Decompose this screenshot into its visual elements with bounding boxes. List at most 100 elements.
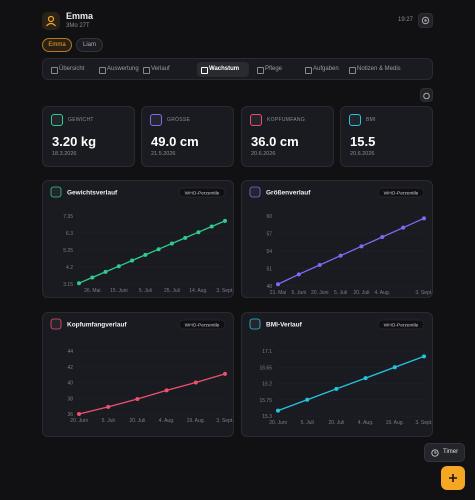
nav-label: Übersicht	[59, 66, 85, 72]
data-point	[317, 263, 322, 267]
avatar	[42, 12, 60, 30]
stat-value: 49.0 cm	[151, 134, 199, 149]
x-tick-label: 5. Juni	[291, 290, 306, 296]
timer-button[interactable]: Timer	[424, 443, 465, 462]
x-tick-label: 20. Juli	[354, 290, 370, 296]
chart-icon	[249, 186, 261, 198]
badge	[377, 319, 425, 330]
stat-date: 21.5.2026	[151, 151, 176, 157]
data-point	[334, 386, 339, 391]
x-tick-label: 15. Juni	[110, 288, 128, 294]
gear-icon	[423, 92, 430, 100]
x-tick-label: 5. Juli	[301, 420, 314, 426]
chart: BMI-Verlauf WHO-Perzentile 15.3 15.75 16.2 16…	[249, 318, 432, 426]
nav-tab[interactable]: Notizen & Medis	[345, 62, 425, 77]
data-point	[183, 235, 188, 240]
child-name: Emma	[66, 11, 94, 21]
nav-tab[interactable]: Pflege	[253, 62, 297, 77]
stat-value: 36.0 cm	[251, 134, 299, 149]
stat-icon	[150, 114, 162, 126]
profile-tab-active[interactable]: Emma	[42, 38, 72, 52]
nav-label: Wachstum	[209, 66, 240, 72]
chart: Kopfumfangverlauf WHO-Perzentile 36 38 40 42 4…	[50, 318, 233, 424]
chart-title: Gewichtsverlauf	[67, 190, 118, 197]
data-point	[422, 216, 426, 221]
stat-icon	[349, 114, 361, 126]
plus-icon	[449, 474, 457, 482]
nav-tab[interactable]: Auswertung	[95, 62, 139, 77]
data-point	[143, 252, 148, 257]
data-point	[135, 397, 140, 402]
add-button[interactable]	[441, 466, 465, 490]
data-point	[77, 412, 81, 416]
chart-title: BMI-Verlauf	[266, 322, 303, 329]
y-tick-label: 7.35	[63, 214, 73, 220]
nav-tab-active[interactable]: Wachstum	[197, 62, 249, 77]
x-tick-label: 21. Mai	[270, 290, 286, 296]
profile-tab[interactable]: Liam	[76, 38, 103, 52]
nav-icon	[51, 67, 58, 74]
y-tick-label: 60	[266, 214, 272, 220]
nav-tab[interactable]: Verlauf	[139, 62, 183, 77]
x-tick-label: 4. Aug.	[159, 418, 175, 424]
x-tick-label: 5. Juli	[102, 418, 115, 424]
badge-label: WHO-Perzentile	[384, 322, 419, 328]
data-point	[276, 282, 280, 287]
x-tick-label: 20. Juni	[70, 418, 88, 424]
nav-label: Auswertung	[107, 66, 139, 72]
stat-card: GEWICHT 3.20 kg 18.3.2026	[42, 106, 135, 167]
data-point	[77, 281, 81, 286]
chart-icon	[50, 318, 62, 330]
stat-label: GEWICHT	[68, 117, 94, 123]
gear-icon	[421, 16, 430, 25]
data-point	[305, 397, 310, 402]
settings-button[interactable]	[418, 13, 433, 28]
x-tick-label: 4. Aug.	[374, 290, 390, 296]
avatar-icon	[46, 15, 56, 27]
y-tick-label: 40	[67, 381, 73, 387]
nav-label: Verlauf	[151, 66, 170, 72]
chart-card: Größenverlauf WHO-Perzentile 48 51 54 57 60 21.…	[241, 180, 433, 298]
settings-button[interactable]	[420, 88, 433, 102]
nav-label: Aufgaben	[313, 66, 339, 72]
stat-value: 3.20 kg	[52, 134, 97, 149]
y-tick-label: 54	[266, 249, 272, 255]
x-tick-label: 5. Juli	[139, 288, 152, 294]
data-point	[380, 235, 385, 239]
data-point	[106, 404, 111, 409]
stat-date: 20.6.2026	[350, 151, 375, 157]
timer-label: Timer	[443, 449, 459, 455]
chart-icon	[50, 186, 62, 198]
data-point	[338, 253, 343, 258]
stat-card: GRÖSSE 49.0 cm 21.5.2026	[141, 106, 234, 167]
x-tick-label: 20. Juni	[269, 420, 287, 426]
chart-icon	[249, 318, 261, 330]
badge-label: WHO-Perzentile	[185, 190, 220, 196]
stat-card: KOPFUMFANG 36.0 cm 20.6.2026	[241, 106, 334, 167]
nav-tab[interactable]: Aufgaben	[301, 62, 345, 77]
y-tick-label: 57	[266, 232, 272, 238]
x-tick-label: 26. Mai	[84, 288, 100, 294]
data-point	[193, 380, 198, 385]
x-tick-label: 3. Sept.	[216, 418, 233, 424]
y-tick-label: 17.1	[262, 349, 272, 355]
nav-tab[interactable]: Übersicht	[47, 62, 91, 77]
data-point	[209, 224, 214, 229]
x-tick-label: 3. Sept.	[216, 288, 233, 294]
data-point	[169, 241, 174, 246]
data-line	[78, 373, 226, 415]
data-line	[277, 217, 425, 285]
child-age: 3Mo 27T	[66, 23, 90, 29]
y-tick-label: 42	[67, 365, 73, 371]
data-point	[130, 258, 135, 263]
chart: Größenverlauf WHO-Perzentile 48 51 54 57 60 21.…	[249, 186, 432, 296]
stat-card: BMI 15.5 20.6.2026	[340, 106, 433, 167]
clock-icon	[431, 449, 439, 457]
chart-card: Gewichtsverlauf WHO-Perzentile 3.15 4.2 5.25…	[42, 180, 234, 298]
x-tick-label: 20. Juni	[311, 290, 329, 296]
y-tick-label: 5.25	[63, 248, 73, 254]
nav-icon	[143, 67, 150, 74]
chart-title: Kopfumfangverlauf	[67, 322, 127, 329]
data-point	[164, 388, 169, 393]
y-tick-label: 6.3	[66, 231, 73, 237]
